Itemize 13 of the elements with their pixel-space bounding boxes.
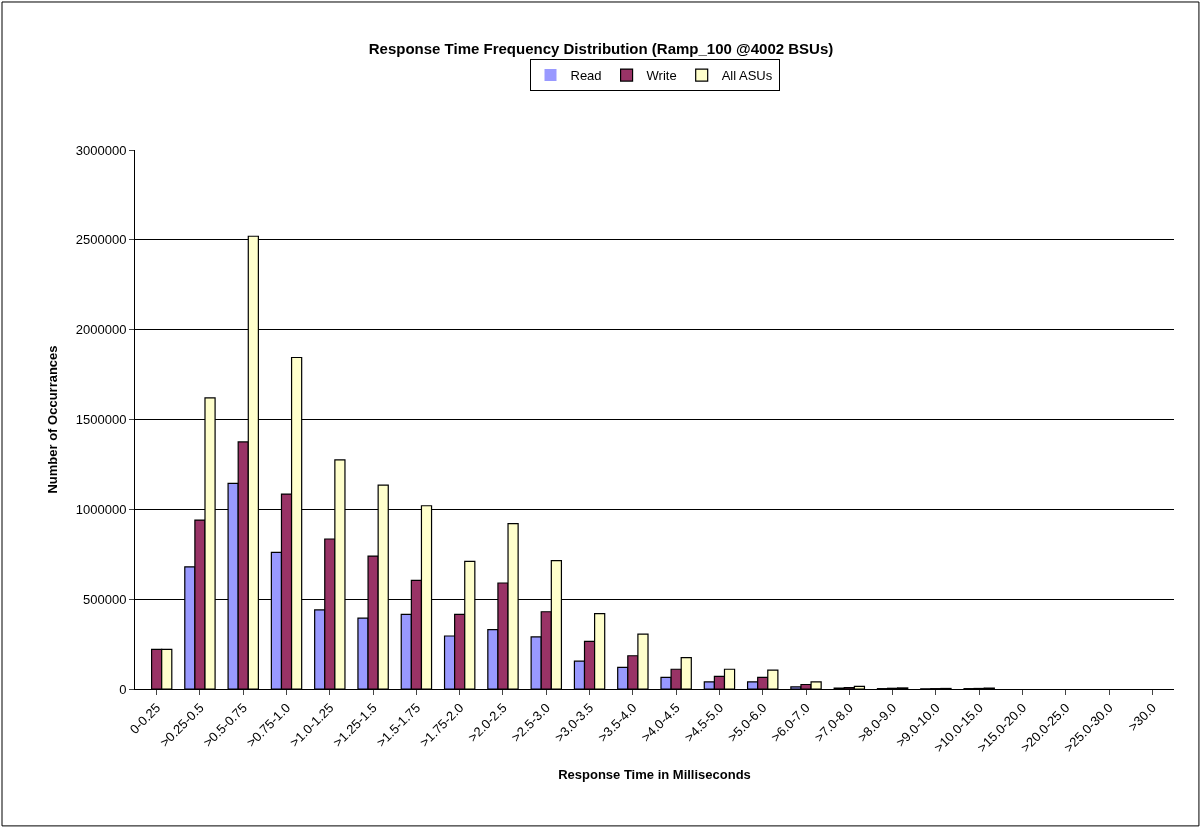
y-tick-label: 3000000 (75, 142, 127, 158)
x-axis-title: Response Time in Milliseconds (558, 766, 751, 782)
y-tick-label: 1500000 (75, 412, 127, 428)
y-tick-label: 500000 (83, 591, 127, 607)
y-tick-label: 1000000 (75, 501, 127, 517)
y-tick-label: 2500000 (75, 232, 127, 248)
legend-label: All ASUs (721, 68, 773, 84)
y-tick-label: 0 (119, 681, 127, 697)
legend-label: Read (570, 68, 602, 84)
chart-title: Response Time Frequency Distribution (Ramp_100 @4002 BSUs) (368, 39, 834, 57)
legend-label: Write (646, 68, 677, 84)
y-axis-title: Number of Occurrances (44, 345, 60, 494)
y-tick-label: 2000000 (75, 322, 127, 338)
